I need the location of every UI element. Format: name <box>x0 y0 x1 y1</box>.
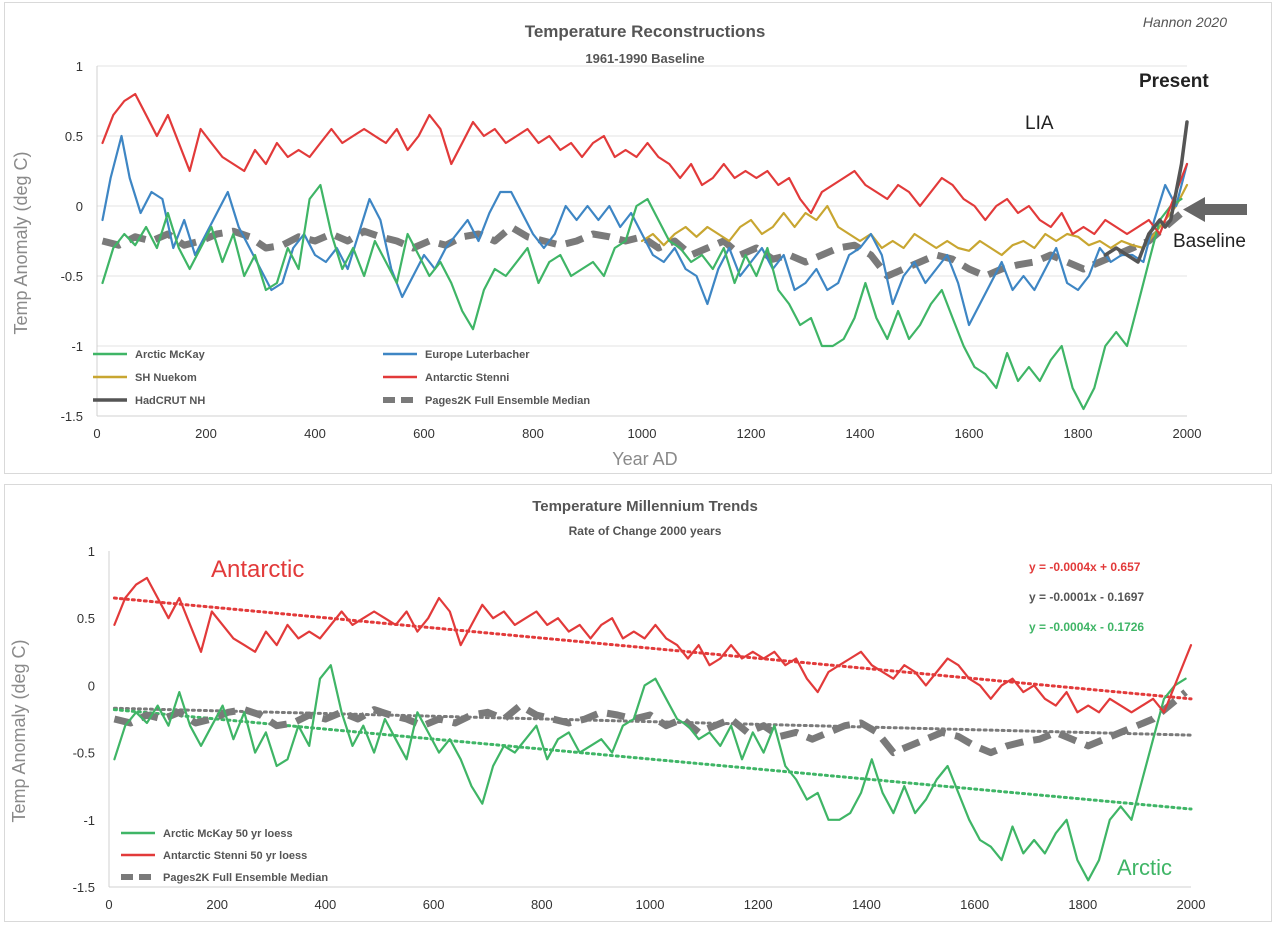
europe-luterbacher-line <box>101 134 1189 327</box>
legend-label: Europe Luterbacher <box>425 349 530 361</box>
x-tick-label: 1200 <box>744 897 773 912</box>
x-tick-label: 400 <box>315 897 337 912</box>
reconstructions-chart: 1 0.5 0 -0.5 -1 -1.5 0 200 400 600 800 1000 1200 1400… <box>11 14 1247 469</box>
y-tick-label: -1 <box>83 813 95 828</box>
legend-label: SH Nuekom <box>135 372 197 384</box>
legend: Arctic McKay SH Nuekom HadCRUT NH Europe Lu… <box>93 349 590 407</box>
y-tick-label: 0.5 <box>77 611 95 626</box>
y-tick-label: -1.5 <box>73 880 95 895</box>
arctic-trendline <box>112 708 1193 811</box>
x-tick-label: 1000 <box>628 426 657 441</box>
trendlines <box>112 596 1193 811</box>
x-tick-label: 1800 <box>1068 897 1097 912</box>
legend-label: Antarctic Stenni <box>425 372 509 384</box>
y-tick-label: -1 <box>71 339 83 354</box>
x-tick-label: 600 <box>413 426 435 441</box>
x-tick-label: 1600 <box>960 897 989 912</box>
chart-subtitle: Rate of Change 2000 years <box>569 524 722 538</box>
x-tick-label: 0 <box>93 426 100 441</box>
series-group <box>113 576 1193 882</box>
y-tick-label: 0.5 <box>65 129 83 144</box>
x-tick-label: 2000 <box>1177 897 1206 912</box>
annotation-arctic: Arctic <box>1117 855 1172 880</box>
x-tick-label: 1800 <box>1064 426 1093 441</box>
x-tick-label: 200 <box>195 426 217 441</box>
annotation-present: Present <box>1139 71 1209 92</box>
trends-chart-panel: 1 0.5 0 -0.5 -1 -1.5 0 200 400 600 800 1000 1200 1400… <box>4 484 1272 922</box>
x-tick-label: 1200 <box>737 426 766 441</box>
axes: 1 0.5 0 -0.5 -1 -1.5 0 200 400 600 800 1000 1200 1400… <box>73 544 1206 912</box>
legend-label: Arctic McKay <box>135 349 206 361</box>
series-group <box>101 92 1189 411</box>
x-tick-label: 1000 <box>636 897 665 912</box>
x-axis-label: Year AD <box>612 449 677 469</box>
x-tick-label: 2000 <box>1173 426 1202 441</box>
y-tick-label: 1 <box>88 544 95 559</box>
axes: 1 0.5 0 -0.5 -1 -1.5 0 200 400 600 800 1000 1200 1400… <box>61 59 1202 441</box>
arctic-mckay-50-yr-loess-line <box>113 664 1187 882</box>
y-tick-label: 0 <box>76 199 83 214</box>
annotation-antarctic: Antarctic <box>211 556 304 583</box>
y-tick-label: 0 <box>88 678 95 693</box>
x-tick-label: 1400 <box>846 426 875 441</box>
y-tick-label: 1 <box>76 59 83 74</box>
x-tick-label: 400 <box>304 426 326 441</box>
pages2k-trendline <box>112 706 1193 737</box>
chart-title: Temperature Millennium Trends <box>532 498 758 515</box>
antarctic-stenni-50-yr-loess-line <box>113 576 1193 714</box>
sh-nuekom-line <box>640 183 1189 257</box>
legend-label: Pages2K Full Ensemble Median <box>163 872 328 884</box>
x-tick-label: 1600 <box>955 426 984 441</box>
trends-chart: 1 0.5 0 -0.5 -1 -1.5 0 200 400 600 800 1000 1200 1400… <box>9 498 1206 912</box>
hadcrut-nh-line <box>1103 120 1189 264</box>
arctic-mckay-line <box>101 183 1183 411</box>
y-tick-label: -1.5 <box>61 409 83 424</box>
x-tick-label: 200 <box>206 897 228 912</box>
credit-label: Hannon 2020 <box>1143 14 1227 30</box>
chart-title: Temperature Reconstructions <box>525 22 766 41</box>
pages2k-full-ensemble-median-line <box>101 210 1184 280</box>
equation-pages2k: y = -0.0001x - 0.1697 <box>1029 590 1144 604</box>
legend: Arctic McKay 50 yr loess Antarctic Stenni… <box>121 828 328 884</box>
y-tick-label: -0.5 <box>61 269 83 284</box>
legend-label: HadCRUT NH <box>135 395 205 407</box>
reconstructions-chart-panel: 1 0.5 0 -0.5 -1 -1.5 0 200 400 600 800 1000 1200 1400… <box>4 2 1272 474</box>
baseline-arrow-icon <box>1183 197 1247 222</box>
y-tick-label: -0.5 <box>73 746 95 761</box>
annotation-baseline: Baseline <box>1173 231 1246 252</box>
antarctic-trendline <box>112 596 1193 701</box>
legend-label: Antarctic Stenni 50 yr loess <box>163 850 307 862</box>
x-tick-label: 1400 <box>852 897 881 912</box>
equation-antarctic: y = -0.0004x + 0.657 <box>1029 560 1141 574</box>
y-axis-label: Temp Anomaly (deg C) <box>11 151 31 334</box>
annotation-lia: LIA <box>1025 113 1054 134</box>
equation-arctic: y = -0.0004x - 0.1726 <box>1029 620 1144 634</box>
chart-subtitle: 1961-1990 Baseline <box>585 51 704 66</box>
legend-label: Pages2K Full Ensemble Median <box>425 395 590 407</box>
x-tick-label: 600 <box>423 897 445 912</box>
antarctic-stenni-line <box>101 92 1189 236</box>
x-tick-label: 800 <box>531 897 553 912</box>
pages2k-full-ensemble-median-line <box>113 689 1188 757</box>
y-axis-label: Temp Anomaly (deg C) <box>9 639 29 822</box>
x-tick-label: 800 <box>522 426 544 441</box>
x-tick-label: 0 <box>105 897 112 912</box>
legend-label: Arctic McKay 50 yr loess <box>163 828 293 840</box>
